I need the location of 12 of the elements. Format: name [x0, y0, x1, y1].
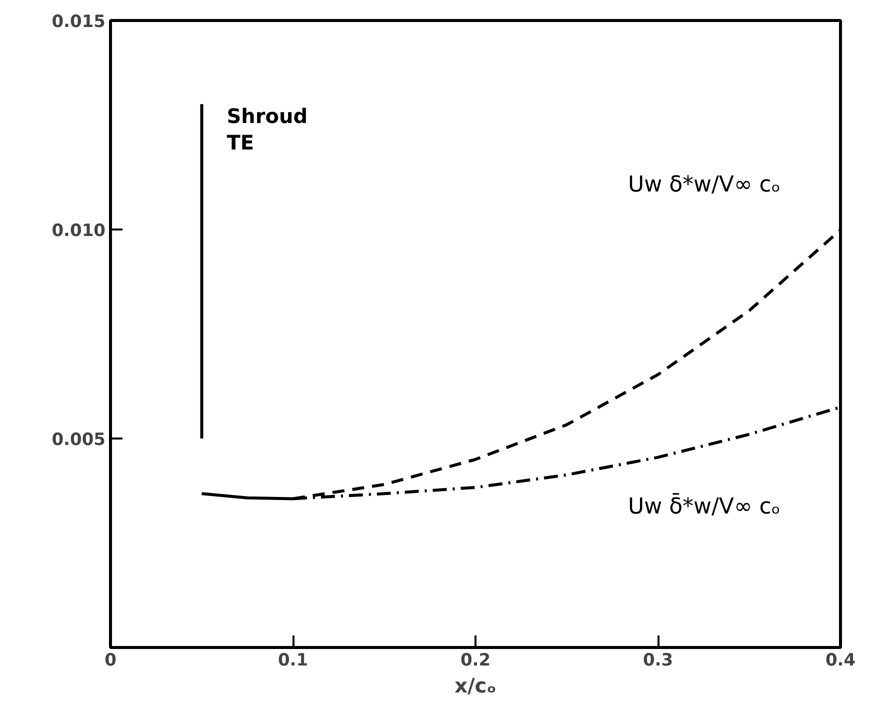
series-label: Uw δ̄*w/V∞ cₒ	[628, 492, 781, 520]
y-tick-label: 0.005	[52, 430, 106, 450]
x-tick-label: 0	[104, 650, 117, 670]
x-axis-title: x/cₒ	[454, 674, 496, 698]
y-tick-label: 0.015	[52, 12, 106, 32]
y-tick-label: 0.010	[52, 221, 106, 241]
x-tick-label: 0.3	[642, 650, 674, 670]
text: Uw δ*w/V∞ cₒ	[628, 172, 781, 198]
x-tick-label: 0.1	[278, 650, 308, 670]
x-tick-label: 0.2	[460, 650, 491, 670]
annotation: Shroud TE	[226, 104, 308, 154]
x-tick-label: 0.4	[825, 650, 856, 670]
